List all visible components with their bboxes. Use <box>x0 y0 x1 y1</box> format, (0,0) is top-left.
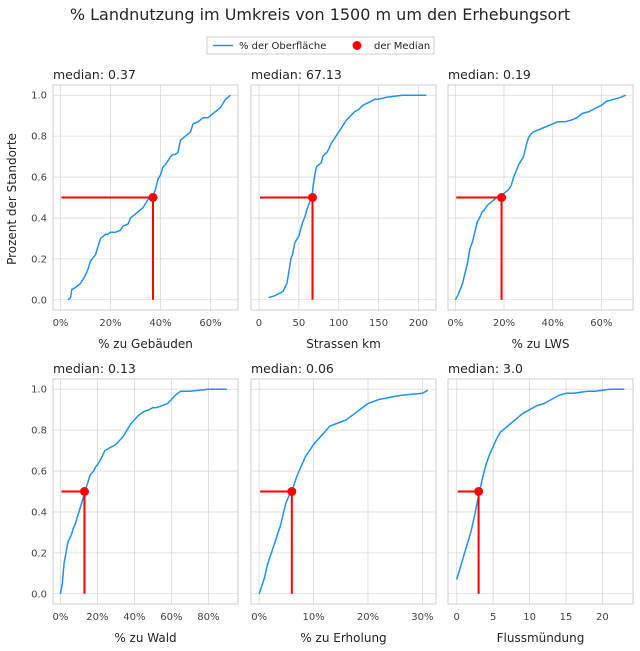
legend: % der Oberfläche der Median <box>206 36 435 55</box>
x-tick-label: 60% <box>160 612 182 623</box>
panel-1: 0.0 0.2 0.4 0.6 0.8 1.0 0% 20% 40% 60% % zu Gebäud… <box>31 67 239 351</box>
x-tick-label: 100 <box>329 318 348 329</box>
x-tick-label: 40% <box>542 318 564 329</box>
legend-label-series: % der Oberfläche <box>239 41 326 52</box>
y-tick-label: 0.6 <box>31 173 47 184</box>
x-tick-label: 0% <box>447 318 463 329</box>
y-tick-label: 1.0 <box>31 91 47 102</box>
y-axis-label: Prozent der Standorte <box>5 133 19 265</box>
ecdf-line <box>454 94 626 301</box>
panel-title: median: 3.0 <box>448 361 523 376</box>
ecdf-line <box>268 94 427 299</box>
x-tick-label: 20% <box>493 318 515 329</box>
x-axis-label: Flussmündung <box>497 631 585 645</box>
x-axis-label: % zu Gebäuden <box>98 337 193 351</box>
median-point <box>287 487 297 496</box>
panel-2: 0 50 100 150 200 Strassen km median: 67.13 <box>250 67 437 351</box>
x-axis-label: Strassen km <box>306 337 381 351</box>
x-tick-label: 20 <box>596 612 609 623</box>
x-axis-label: % zu LWS <box>511 337 569 351</box>
x-tick-label: 5 <box>490 612 496 623</box>
x-tick-label: 50 <box>292 318 305 329</box>
x-tick-label: 0% <box>52 612 68 623</box>
ecdf-line <box>258 389 429 595</box>
panel-title: median: 0.06 <box>251 361 334 376</box>
x-tick-label: 0% <box>251 612 267 623</box>
x-tick-label: 200 <box>409 318 428 329</box>
median-point <box>497 193 507 202</box>
ecdf-line <box>67 94 231 301</box>
x-tick-label: 40% <box>123 612 145 623</box>
y-tick-label: 0.2 <box>31 254 47 265</box>
legend-label-median: der Median <box>374 41 430 52</box>
panel-3: 0% 20% 40% 60% % zu LWS median: 0.19 <box>447 67 634 351</box>
y-tick-label: 0.0 <box>31 589 47 600</box>
x-tick-label: 20% <box>357 612 379 623</box>
x-tick-label: 150 <box>369 318 388 329</box>
ecdf-line <box>455 388 625 580</box>
panel-title: median: 0.13 <box>53 361 136 376</box>
y-tick-label: 1.0 <box>31 385 47 396</box>
x-tick-label: 10% <box>302 612 324 623</box>
plot-frame <box>52 84 239 311</box>
panel-title: median: 67.13 <box>251 67 342 82</box>
y-tick-label: 0.2 <box>31 548 47 559</box>
median-point <box>474 487 484 496</box>
legend-frame <box>206 36 435 55</box>
median-point <box>148 193 158 202</box>
legend-median-swatch <box>352 41 362 50</box>
panel-title: median: 0.37 <box>53 67 136 82</box>
x-tick-label: 40% <box>149 318 171 329</box>
plot-frame <box>250 378 437 605</box>
median-point <box>308 193 318 202</box>
figure-title: % Landnutzung im Umkreis von 1500 m um d… <box>70 5 570 24</box>
y-tick-label: 0.4 <box>31 213 47 224</box>
x-tick-label: 0% <box>53 318 69 329</box>
x-tick-label: 20% <box>86 612 108 623</box>
x-axis-label: % zu Erholung <box>300 631 386 645</box>
ecdf-line <box>59 388 227 594</box>
panel-5: 0% 10% 20% 30% % zu Erholung median: 0.06 <box>250 361 437 645</box>
x-tick-label: 0 <box>256 318 262 329</box>
x-tick-label: 10 <box>523 612 536 623</box>
x-tick-label: 80% <box>197 612 219 623</box>
x-tick-label: 15 <box>560 612 573 623</box>
y-tick-label: 0.4 <box>31 507 47 518</box>
y-tick-label: 0.8 <box>31 426 47 437</box>
x-tick-label: 0 <box>454 612 460 623</box>
y-tick-label: 0.0 <box>31 295 47 306</box>
plot-frame <box>250 84 437 311</box>
x-tick-label: 20% <box>99 318 121 329</box>
x-tick-label: 30% <box>411 612 433 623</box>
plot-frame <box>52 378 239 605</box>
panel-4: 0.0 0.2 0.4 0.6 0.8 1.0 0% 20% 40% 60% 80% % zu Wal… <box>31 361 239 645</box>
x-tick-label: 60% <box>199 318 221 329</box>
plot-frame <box>447 84 634 311</box>
x-tick-label: 60% <box>590 318 612 329</box>
x-axis-label: % zu Wald <box>114 631 176 645</box>
y-tick-label: 0.8 <box>31 132 47 143</box>
plot-frame <box>447 378 634 605</box>
panel-title: median: 0.19 <box>448 67 531 82</box>
panels: 0.0 0.2 0.4 0.6 0.8 1.0 0% 20% 40% 60% % zu Gebäud… <box>31 67 634 645</box>
panel-6: 0 5 10 15 20 Flussmündung median: 3.0 <box>447 361 634 645</box>
median-point <box>79 487 89 496</box>
y-tick-label: 0.6 <box>31 467 47 478</box>
